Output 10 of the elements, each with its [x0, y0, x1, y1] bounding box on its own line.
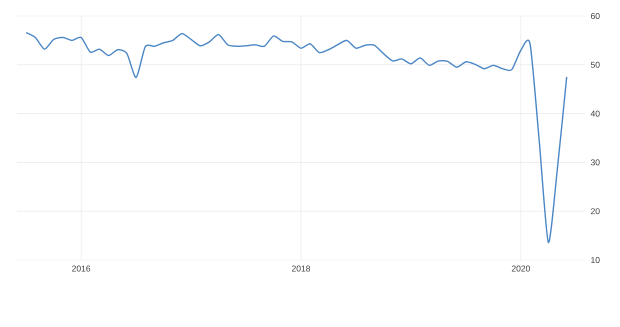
x-tick-label: 2020 [512, 266, 530, 272]
x-tick-label: 2018 [292, 266, 310, 272]
y-tick-label: 30 [590, 159, 600, 166]
y-tick-label: 20 [590, 208, 600, 214]
y-tick-label: 50 [590, 62, 600, 68]
y-tick-label: 10 [591, 257, 600, 264]
line-series [25, 32, 568, 244]
x-tick-label: 2016 [72, 266, 90, 272]
y-tick-label: 60 [590, 13, 600, 20]
y-tick-label: 40 [590, 110, 600, 117]
